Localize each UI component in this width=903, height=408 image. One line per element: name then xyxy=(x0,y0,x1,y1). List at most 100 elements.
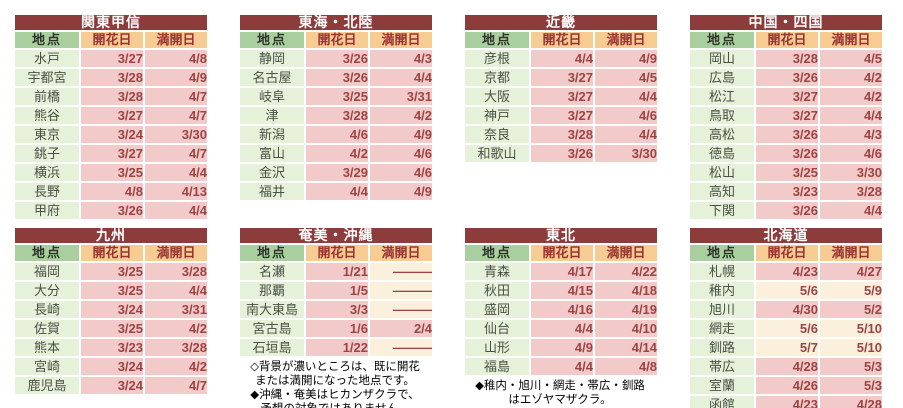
table-row: 松山 3/25 3/30 xyxy=(688,162,885,183)
flowering-date-cell: 4/26 xyxy=(754,375,820,396)
footnote-line: ◇背景が濃いところは、既に開花 xyxy=(250,361,420,373)
flowering-date-cell: 3/27 xyxy=(754,105,820,126)
fullbloom-date-cell: 4/6 xyxy=(817,143,885,164)
location-cell: 銚子 xyxy=(13,143,81,164)
region-title-row: 奄美・沖縄 xyxy=(237,226,435,245)
column-header-location: 地点 xyxy=(13,243,81,263)
footnote-line: ◆稚内・旭川・網走・帯広・釧路 xyxy=(475,380,645,392)
location-cell: 山形 xyxy=(463,337,531,358)
region-title: 奄美・沖縄 xyxy=(237,226,435,245)
column-header-location: 地点 xyxy=(688,243,756,263)
location-cell: 札幌 xyxy=(688,261,756,282)
flowering-date-cell: 3/25 xyxy=(754,162,820,183)
location-cell: 南大東島 xyxy=(238,299,306,320)
location-cell: 青森 xyxy=(463,261,531,282)
table-row: 名瀬 1/21 ――― xyxy=(238,261,435,282)
fullbloom-date-cell: 4/7 xyxy=(142,143,210,164)
location-cell: 福岡 xyxy=(13,261,81,282)
location-cell: 網走 xyxy=(688,318,756,339)
table-row: 津 3/28 4/2 xyxy=(238,105,435,126)
flowering-date-cell: 3/24 xyxy=(79,124,145,145)
footnote: ◆稚内・旭川・網走・帯広・釧路 はエゾヤマザクラ。 xyxy=(463,379,657,407)
fullbloom-date-cell: 3/31 xyxy=(142,299,210,320)
flowering-date-cell: 3/3 xyxy=(304,299,370,320)
fullbloom-date-cell: 3/30 xyxy=(142,124,210,145)
table-row: 広島 3/26 4/2 xyxy=(688,67,885,88)
table-row: 岡山 3/28 4/5 xyxy=(688,48,885,69)
location-cell: 稚内 xyxy=(688,280,756,301)
region-title-row: 北海道 xyxy=(687,226,885,245)
column-header-flowering: 開花日 xyxy=(754,30,820,50)
location-cell: 岡山 xyxy=(688,48,756,69)
table-row: 石垣島 1/22 ――― xyxy=(238,337,435,358)
flowering-date-cell: 4/23 xyxy=(754,261,820,282)
region-title: 中国・四国 xyxy=(687,13,885,32)
fullbloom-date-cell: 3/30 xyxy=(817,162,885,183)
fullbloom-date-cell: 4/4 xyxy=(142,200,210,221)
table-row: 山形 4/9 4/14 xyxy=(463,337,660,358)
fullbloom-date-cell: 4/4 xyxy=(592,86,660,107)
forecast-table: 奄美・沖縄 地点 開花日 満開日 名瀬 1/21 ――― 那覇 1/5 ――― 南大東島 3/3 ―――… xyxy=(237,226,435,358)
fullbloom-date-cell: 4/5 xyxy=(592,67,660,88)
column-header-flowering: 開花日 xyxy=(529,243,595,263)
location-cell: 大分 xyxy=(13,280,81,301)
location-cell: 奈良 xyxy=(463,124,531,145)
column-header-flowering: 開花日 xyxy=(529,30,595,50)
flowering-date-cell: 4/2 xyxy=(304,143,370,164)
column-header-row: 地点 開花日 満開日 xyxy=(463,243,660,263)
location-cell: 釧路 xyxy=(688,337,756,358)
table-row: 金沢 3/29 4/6 xyxy=(238,162,435,183)
table-row: 福井 4/4 4/9 xyxy=(238,181,435,202)
fullbloom-date-cell: 4/14 xyxy=(592,337,660,358)
region-title: 東北 xyxy=(462,226,660,245)
region-title-row: 近畿 xyxy=(462,13,660,32)
location-cell: 秋田 xyxy=(463,280,531,301)
flowering-date-cell: 3/28 xyxy=(754,48,820,69)
flowering-date-cell: 3/25 xyxy=(79,261,145,282)
fullbloom-date-cell: 2/4 xyxy=(367,318,435,339)
fullbloom-date-cell: 4/2 xyxy=(367,105,435,126)
region-title: 関東甲信 xyxy=(12,13,210,32)
location-cell: 金沢 xyxy=(238,162,306,183)
flowering-date-cell: 3/27 xyxy=(79,48,145,69)
region-block-6: 東北 地点 開花日 満開日 青森 4/17 4/22 秋田 4/15 4/18 盛岡 4/16 4/19… xyxy=(462,226,660,407)
flowering-date-cell: 3/28 xyxy=(304,105,370,126)
column-header-row: 地点 開花日 満開日 xyxy=(238,243,435,263)
forecast-table: 中国・四国 地点 開花日 満開日 岡山 3/28 4/5 広島 3/26 4/2 松江 3/27 4/2… xyxy=(687,13,885,221)
fullbloom-date-cell: 4/4 xyxy=(817,200,885,221)
flowering-date-cell: 3/26 xyxy=(754,124,820,145)
column-header-location: 地点 xyxy=(688,30,756,50)
table-row: 帯広 4/28 5/3 xyxy=(688,356,885,377)
table-row: 長野 4/8 4/13 xyxy=(13,181,210,202)
table-row: 東京 3/24 3/30 xyxy=(13,124,210,145)
fullbloom-date-cell: 5/2 xyxy=(817,299,885,320)
flowering-date-cell: 5/6 xyxy=(754,318,820,339)
flowering-date-cell: 3/29 xyxy=(304,162,370,183)
column-header-fullbloom: 満開日 xyxy=(367,30,435,50)
location-cell: 甲府 xyxy=(13,200,81,221)
fullbloom-date-cell: 5/3 xyxy=(817,375,885,396)
flowering-date-cell: 3/28 xyxy=(79,86,145,107)
region-block-4: 九州 地点 開花日 満開日 福岡 3/25 3/28 大分 3/25 4/4 長崎 3/24 3/31 佐… xyxy=(12,226,210,396)
fullbloom-date-cell: 4/9 xyxy=(367,124,435,145)
table-row: 南大東島 3/3 ――― xyxy=(238,299,435,320)
table-row: 熊本 3/23 3/28 xyxy=(13,337,210,358)
fullbloom-date-cell: 4/2 xyxy=(142,356,210,377)
flowering-date-cell: 1/22 xyxy=(304,337,370,358)
location-cell: 津 xyxy=(238,105,306,126)
flowering-date-cell: 4/23 xyxy=(754,394,820,408)
flowering-date-cell: 3/27 xyxy=(754,86,820,107)
fullbloom-date-cell: 4/8 xyxy=(592,356,660,377)
flowering-date-cell: 3/24 xyxy=(79,299,145,320)
fullbloom-date-cell: 5/10 xyxy=(817,318,885,339)
column-header-flowering: 開花日 xyxy=(79,243,145,263)
flowering-date-cell: 3/27 xyxy=(529,86,595,107)
location-cell: 石垣島 xyxy=(238,337,306,358)
flowering-date-cell: 4/4 xyxy=(529,318,595,339)
fullbloom-date-cell: 5/10 xyxy=(817,337,885,358)
table-row: 名古屋 3/26 4/4 xyxy=(238,67,435,88)
fullbloom-date-cell: 4/10 xyxy=(592,318,660,339)
location-cell: 大阪 xyxy=(463,86,531,107)
